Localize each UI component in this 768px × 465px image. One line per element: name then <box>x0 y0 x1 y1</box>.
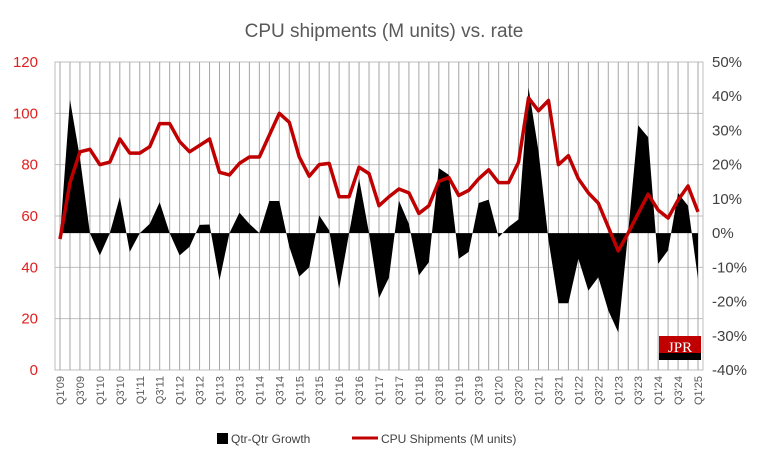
x-tick-label: Q1'16 <box>334 376 346 405</box>
legend-label-growth: Qtr-Qtr Growth <box>231 432 310 446</box>
x-tick-label: Q3'11 <box>155 376 167 404</box>
right-tick-label: 50% <box>712 54 742 71</box>
left-tick-label: 0 <box>30 362 38 379</box>
x-tick-label: Q3'17 <box>394 376 406 405</box>
legend-swatch-growth <box>217 433 228 444</box>
left-tick-label: 20 <box>21 311 38 328</box>
jpr-logo: JPR <box>659 336 701 360</box>
x-tick-label: Q3'16 <box>354 376 366 405</box>
x-tick-label: Q3'22 <box>593 376 605 405</box>
right-tick-label: 0% <box>712 225 734 242</box>
legend-label-shipments: CPU Shipments (M units) <box>381 432 516 446</box>
x-tick-label: Q1'20 <box>494 376 506 405</box>
x-tick-label: Q1'24 <box>653 376 665 405</box>
right-axis: -40% -30% -20% -10% 0% 10% 20% 30% 40% 50% <box>712 54 747 379</box>
x-tick-label: Q1'19 <box>454 376 466 405</box>
growth-area-shape <box>60 87 698 333</box>
x-tick-label: Q1'15 <box>294 376 306 405</box>
growth-area <box>60 87 698 333</box>
left-tick-label: 80 <box>21 157 38 174</box>
right-tick-label: -40% <box>712 362 747 379</box>
right-tick-label: -20% <box>712 294 747 311</box>
left-axis: 0 20 40 60 80 100 120 <box>13 54 38 379</box>
x-tick-label: Q3'21 <box>553 376 565 405</box>
gridlines <box>54 61 704 371</box>
x-tick-label: Q3'23 <box>633 376 645 405</box>
legend: Qtr-Qtr Growth CPU Shipments (M units) <box>217 432 516 446</box>
right-tick-label: 30% <box>712 122 742 139</box>
left-tick-label: 120 <box>13 54 38 71</box>
x-tick-label: Q3'12 <box>195 376 207 405</box>
x-tick-label: Q1'22 <box>573 376 585 405</box>
x-tick-label: Q1'17 <box>374 376 386 405</box>
x-tick-label: Q1'12 <box>175 376 187 405</box>
right-tick-label: -30% <box>712 328 747 345</box>
right-tick-label: 40% <box>712 88 742 105</box>
x-tick-label: Q3'15 <box>314 376 326 405</box>
x-tick-label: Q3'19 <box>474 376 486 405</box>
x-tick-label: Q1'21 <box>534 376 546 405</box>
right-tick-label: -10% <box>712 259 747 276</box>
left-tick-label: 60 <box>21 208 38 225</box>
x-tick-label: Q1'18 <box>414 376 426 405</box>
x-tick-label: Q3'09 <box>75 376 87 405</box>
x-tick-label: Q3'10 <box>115 376 127 405</box>
right-tick-label: 10% <box>712 191 742 208</box>
shipments-line-path <box>58 96 700 253</box>
x-tick-label: Q3'24 <box>673 376 685 405</box>
left-tick-label: 100 <box>13 105 38 122</box>
chart-title: CPU shipments (M units) vs. rate <box>245 21 524 42</box>
x-axis: Q1'09 Q3'09 Q1'10 Q3'10 Q1'11 Q3'11 Q1'12 Q3'12… <box>55 376 705 405</box>
x-tick-label: Q3'13 <box>234 376 246 405</box>
x-tick-label: Q1'25 <box>693 376 705 405</box>
shipments-line <box>58 96 700 253</box>
x-tick-label: Q1'09 <box>55 376 67 405</box>
x-tick-label: Q3'20 <box>514 376 526 405</box>
svg-text:JPR: JPR <box>668 340 692 356</box>
x-tick-label: Q1'10 <box>95 376 107 405</box>
x-tick-label: Q3'14 <box>274 376 286 405</box>
x-tick-label: Q1'23 <box>613 376 625 405</box>
right-tick-label: 20% <box>712 157 742 174</box>
x-tick-label: Q1'14 <box>254 376 266 405</box>
x-tick-label: Q3'18 <box>434 376 446 405</box>
left-tick-label: 40 <box>21 259 38 276</box>
x-tick-label: Q1'13 <box>215 376 227 405</box>
x-tick-label: Q1'11 <box>135 376 147 404</box>
